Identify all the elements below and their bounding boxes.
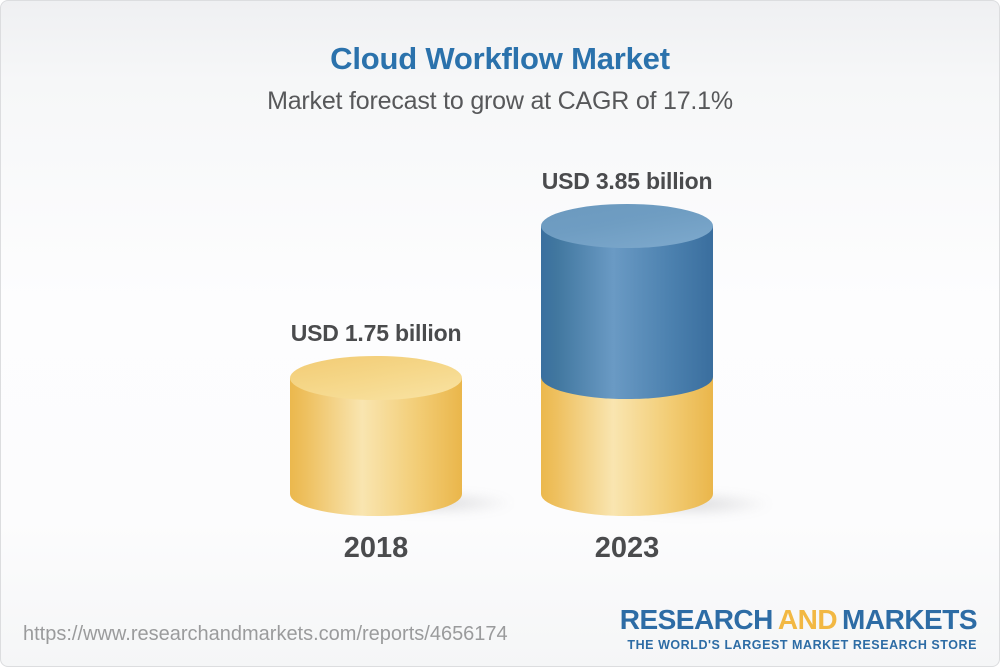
- logo-tagline: THE WORLD'S LARGEST MARKET RESEARCH STOR…: [627, 638, 977, 652]
- logo-word-and: AND: [777, 604, 838, 635]
- cylinder-body-gold-2018: [290, 378, 462, 516]
- report-url: https://www.researchandmarkets.com/repor…: [23, 623, 508, 645]
- cylinder-segment-gold-2023: [541, 377, 713, 516]
- category-label-2018: 2018: [343, 532, 409, 564]
- logo-word-research: RESEARCH: [619, 604, 774, 635]
- logo-word-markets: MARKETS: [842, 604, 977, 635]
- researchandmarkets-logo: RESEARCH AND MARKETS THE WORLD'S LARGEST M…: [619, 604, 978, 652]
- cylinder-top-face-2018: [290, 356, 462, 400]
- chart-title: Cloud Workflow Market: [330, 41, 670, 76]
- value-label-2018: USD 1.75 billion: [290, 320, 462, 346]
- chart-subtitle: Market forecast to grow at CAGR of 17.1%: [267, 87, 733, 115]
- bar-cylinder-2023: [541, 204, 713, 516]
- logo-wordmark: RESEARCH AND MARKETS: [619, 604, 978, 636]
- cylinder-top-face-2023: [541, 204, 713, 248]
- bar-cylinder-2018: [290, 356, 462, 516]
- category-label-2023: 2023: [594, 532, 660, 564]
- cylinder-segment-blue-2023: [541, 226, 713, 399]
- value-label-2023: USD 3.85 billion: [541, 168, 713, 194]
